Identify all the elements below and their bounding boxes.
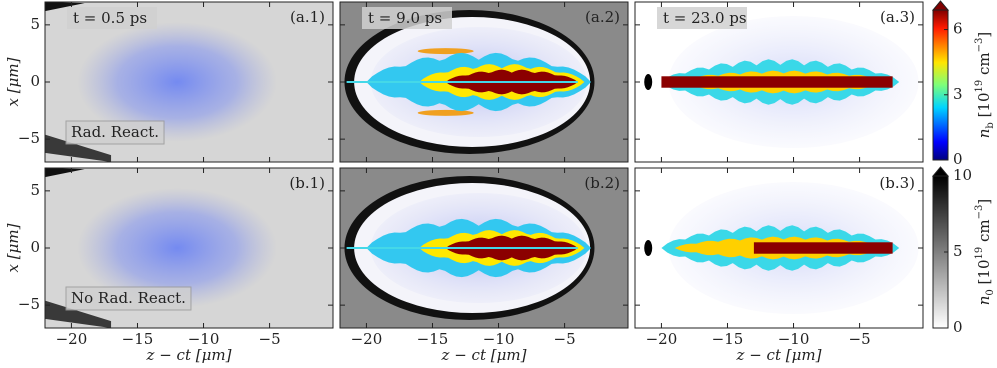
- x-tick-label: −5: [849, 330, 871, 348]
- panel-label: (a.3): [880, 8, 915, 26]
- colorbar: 0 3 6 nb [1019 cm−3]: [931, 0, 996, 168]
- x-axis-label: z − ct [μm]: [736, 346, 822, 364]
- field-shape: [45, 134, 112, 162]
- field: [340, 168, 628, 328]
- time-label: t = 9.0 ps: [368, 9, 442, 27]
- x-tick-label: −5: [554, 330, 576, 348]
- y-axis-label: x [μm]: [4, 57, 22, 106]
- label-part: 19: [974, 247, 985, 260]
- colorbar-tick-label: 3: [953, 85, 963, 103]
- x-tick-label: −15: [417, 330, 449, 348]
- y-tick-label: −5: [18, 295, 40, 313]
- panel: (a.2) t = 9.0 ps: [339, 1, 629, 163]
- colorbar-fill: [932, 9, 949, 161]
- colorbar-extend: [931, 166, 950, 177]
- label-part: ]: [975, 32, 993, 38]
- head: [644, 240, 653, 256]
- x-tick-label: −15: [122, 330, 154, 348]
- y-tick-label: 0: [30, 72, 40, 90]
- label-part: n: [975, 129, 993, 139]
- field: [635, 168, 923, 328]
- annotation: No Rad. React.: [71, 289, 186, 307]
- annotation-box: [65, 120, 165, 145]
- y-axis-label: x [μm]: [4, 223, 22, 272]
- label-part: −3: [974, 38, 985, 53]
- label-box: [67, 7, 157, 29]
- label-part: cm: [975, 219, 993, 246]
- colorbar-tick-label: 6: [953, 20, 963, 38]
- panel: −5 0 5 (a.1) t = 0.5 ps Rad. React. x [μm]: [4, 1, 334, 163]
- x-tick-label: −20: [56, 330, 88, 348]
- y-tick-label: 5: [30, 15, 40, 33]
- x-tick-label: −20: [646, 330, 678, 348]
- y-tick-label: 5: [30, 181, 40, 199]
- time-label: t = 23.0 ps: [663, 9, 747, 27]
- label-part: cm: [975, 52, 993, 79]
- y-tick-label: 0: [30, 238, 40, 256]
- field: [635, 2, 923, 162]
- label-part: n: [975, 296, 993, 306]
- colorbar-extend: [931, 0, 950, 11]
- panel-label: (b.3): [879, 174, 915, 192]
- field-shape: [45, 168, 85, 178]
- x-tick-label: −5: [259, 330, 281, 348]
- side-band: [417, 109, 474, 116]
- label-part: [10: [975, 92, 993, 122]
- label-part: ]: [975, 199, 993, 205]
- x-tick-label: −10: [188, 330, 220, 348]
- label-part: b: [985, 122, 996, 128]
- field: [340, 2, 628, 162]
- panel-label: (a.2): [585, 8, 620, 26]
- colorbar-label: nb [1019 cm−3]: [974, 32, 996, 139]
- label-box: [657, 7, 747, 29]
- colorbar-tick-label: 0: [953, 150, 963, 168]
- colorbar-tick-label: 0: [953, 318, 963, 336]
- beam: [77, 188, 278, 308]
- colorbar-label: n0 [1019 cm−3]: [974, 199, 996, 306]
- y-tick-label: −5: [18, 129, 40, 147]
- core: [753, 242, 893, 254]
- label-part: [10: [975, 259, 993, 289]
- side-band: [417, 48, 474, 55]
- field-shape: [45, 300, 112, 328]
- x-axis-label: z − ct [μm]: [146, 346, 232, 364]
- annotation-box: [65, 286, 192, 311]
- panel-label: (b.2): [584, 174, 620, 192]
- x-tick-label: −10: [778, 330, 810, 348]
- x-tick-label: −20: [351, 330, 383, 348]
- label-part: 19: [974, 80, 985, 93]
- time-label: t = 0.5 ps: [73, 9, 147, 27]
- x-tick-label: −10: [483, 330, 515, 348]
- panel: −20 −15 −10 −5 (b.2) z − ct [μm]: [339, 167, 629, 364]
- label-part: 0: [985, 289, 996, 295]
- beam: [77, 22, 278, 142]
- panel: −20 −15 −10 −5 (b.3) z − ct [μm]: [634, 167, 924, 364]
- field-shape: [45, 2, 85, 12]
- colorbar-tick-label: 5: [953, 242, 963, 260]
- panel-label: (a.1): [290, 8, 325, 26]
- x-tick-label: −15: [712, 330, 744, 348]
- annotation: Rad. React.: [71, 123, 159, 141]
- label-box: [362, 7, 452, 29]
- core: [661, 76, 893, 88]
- head: [644, 74, 653, 90]
- x-axis-label: z − ct [μm]: [441, 346, 527, 364]
- colorbar-tick-label: 10: [953, 166, 972, 184]
- label-part: −3: [974, 205, 985, 220]
- panel: −20 −15 −10 −5 −5 0 5 (b.1) No Rad. React. x [μm]…: [4, 167, 334, 364]
- panel: (a.3) t = 23.0 ps: [634, 1, 924, 163]
- panel-label: (b.1): [289, 174, 325, 192]
